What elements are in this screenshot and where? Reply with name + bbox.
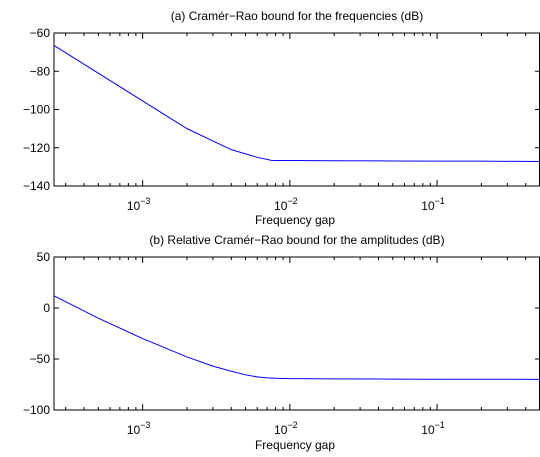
chart-1-xtick-label: 10−2: [274, 196, 298, 213]
chart-1-xtick-label: 10−3: [127, 196, 151, 213]
chart-2: (b) Relative Cramér−Rao bound for the am…: [23, 233, 540, 452]
chart-2-xtick-label: 10−1: [421, 420, 445, 437]
chart-2-ytick-label: −50: [30, 352, 51, 366]
chart-1-xlabel: Frequency gap: [255, 213, 335, 227]
chart-2-ytick-label: 50: [37, 250, 51, 264]
chart-1-ytick-label: −120: [23, 141, 50, 155]
chart-1: (a) Cramér−Rao bound for the frequencies…: [23, 9, 540, 227]
chart-1-series-line: [53, 45, 540, 163]
chart-2-title: (b) Relative Cramér−Rao bound for the am…: [149, 233, 444, 247]
chart-1-title: (a) Cramér−Rao bound for the frequencies…: [171, 9, 423, 23]
chart-2-xtick-label: 10−3: [127, 420, 151, 437]
chart-2-xtick-label: 10−2: [274, 420, 298, 437]
chart-1-ytick-label: −100: [23, 103, 50, 117]
chart-2-axes-box: [53, 256, 540, 411]
chart-2-xlabel: Frequency gap: [255, 438, 335, 452]
chart-1-ytick-label: −140: [23, 179, 50, 193]
chart-1-ytick-label: −60: [30, 26, 51, 40]
chart-2-ytick-label: −100: [23, 403, 50, 417]
chart-1-axes-box: [53, 32, 540, 187]
chart-1-ytick-label: −80: [30, 64, 51, 78]
chart-2-series-line: [53, 295, 540, 380]
chart-2-ytick-label: 0: [43, 301, 50, 315]
chart-1-xtick-label: 10−1: [421, 196, 445, 213]
